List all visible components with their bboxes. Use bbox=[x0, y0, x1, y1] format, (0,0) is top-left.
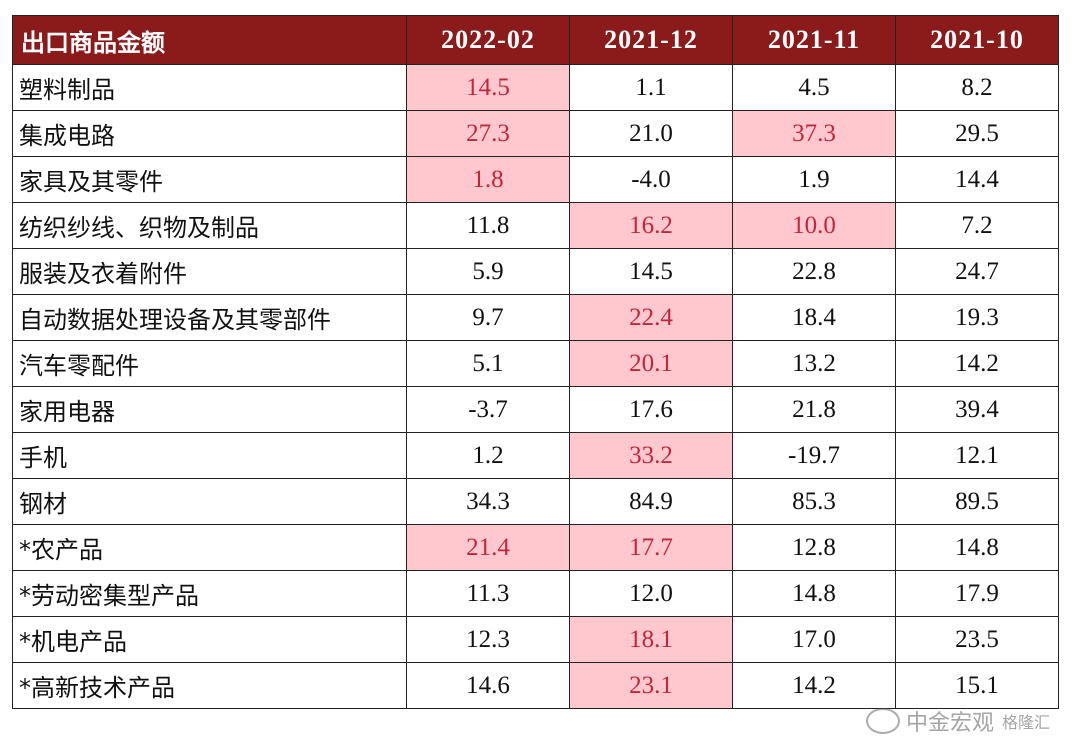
table-row: 集成电路 27.3 21.0 37.3 29.5 bbox=[12, 110, 1059, 157]
row-label: 手机 bbox=[12, 432, 407, 479]
watermark: 中金宏观 格隆汇 bbox=[865, 705, 1050, 737]
row-label: 自动数据处理设备及其零部件 bbox=[12, 294, 407, 341]
value-cell: 12.8 bbox=[732, 524, 896, 571]
value-cell: 12.0 bbox=[569, 570, 733, 617]
value-cell: 11.3 bbox=[406, 570, 570, 617]
value-cell: 24.7 bbox=[895, 248, 1059, 295]
column-header: 2021-10 bbox=[895, 15, 1059, 65]
table-row: *农产品 21.4 17.7 12.8 14.8 bbox=[12, 524, 1059, 571]
table-row: 钢材 34.3 84.9 85.3 89.5 bbox=[12, 478, 1059, 525]
table-row: 服装及衣着附件 5.9 14.5 22.8 24.7 bbox=[12, 248, 1059, 295]
value-cell: -19.7 bbox=[732, 432, 896, 479]
highlighted-value-cell: 33.2 bbox=[569, 432, 733, 479]
value-cell: 15.1 bbox=[895, 662, 1059, 709]
value-cell: 14.2 bbox=[732, 662, 896, 709]
wechat-icon bbox=[865, 708, 900, 734]
row-label: 集成电路 bbox=[12, 110, 407, 157]
value-cell: 1.9 bbox=[732, 156, 896, 203]
table-row: *劳动密集型产品 11.3 12.0 14.8 17.9 bbox=[12, 570, 1059, 617]
value-cell: 11.8 bbox=[406, 202, 570, 249]
value-cell: 84.9 bbox=[569, 478, 733, 525]
value-cell: 7.2 bbox=[895, 202, 1059, 249]
highlighted-value-cell: 1.8 bbox=[406, 156, 570, 203]
row-label: 汽车零配件 bbox=[12, 340, 407, 387]
table-row: 家具及其零件 1.8 -4.0 1.9 14.4 bbox=[12, 156, 1059, 203]
highlighted-value-cell: 14.5 bbox=[406, 64, 570, 111]
column-header: 2021-12 bbox=[569, 15, 733, 65]
table-header-row: 出口商品金额 2022-02 2021-12 2021-11 2021-10 bbox=[12, 15, 1059, 65]
table-row: 自动数据处理设备及其零部件 9.7 22.4 18.4 19.3 bbox=[12, 294, 1059, 341]
value-cell: 21.0 bbox=[569, 110, 733, 157]
highlighted-value-cell: 20.1 bbox=[569, 340, 733, 387]
table-row: *机电产品 12.3 18.1 17.0 23.5 bbox=[12, 616, 1059, 663]
value-cell: 89.5 bbox=[895, 478, 1059, 525]
column-header: 2021-11 bbox=[732, 15, 896, 65]
value-cell: 4.5 bbox=[732, 64, 896, 111]
value-cell: 23.5 bbox=[895, 616, 1059, 663]
highlighted-value-cell: 27.3 bbox=[406, 110, 570, 157]
value-cell: 5.9 bbox=[406, 248, 570, 295]
row-label: *劳动密集型产品 bbox=[12, 570, 407, 617]
value-cell: 14.2 bbox=[895, 340, 1059, 387]
highlighted-value-cell: 18.1 bbox=[569, 616, 733, 663]
value-cell: 9.7 bbox=[406, 294, 570, 341]
value-cell: 12.1 bbox=[895, 432, 1059, 479]
row-label: *高新技术产品 bbox=[12, 662, 407, 709]
row-label: 家具及其零件 bbox=[12, 156, 407, 203]
highlighted-value-cell: 22.4 bbox=[569, 294, 733, 341]
row-label: *机电产品 bbox=[12, 616, 407, 663]
value-cell: 17.0 bbox=[732, 616, 896, 663]
value-cell: 85.3 bbox=[732, 478, 896, 525]
value-cell: 13.2 bbox=[732, 340, 896, 387]
highlighted-value-cell: 16.2 bbox=[569, 202, 733, 249]
value-cell: 29.5 bbox=[895, 110, 1059, 157]
header-label: 出口商品金额 bbox=[12, 15, 407, 65]
highlighted-value-cell: 17.7 bbox=[569, 524, 733, 571]
column-header: 2022-02 bbox=[406, 15, 570, 65]
watermark-sub: 格隆汇 bbox=[1001, 713, 1050, 732]
value-cell: 34.3 bbox=[406, 478, 570, 525]
table-body: 塑料制品 14.5 1.1 4.5 8.2 集成电路 27.3 21.0 37.3 29.5 家具及… bbox=[12, 64, 1059, 709]
value-cell: 12.3 bbox=[406, 616, 570, 663]
value-cell: -4.0 bbox=[569, 156, 733, 203]
highlighted-value-cell: 21.4 bbox=[406, 524, 570, 571]
export-commodity-table: 出口商品金额 2022-02 2021-12 2021-11 2021-10 塑… bbox=[12, 15, 1059, 709]
row-label: *农产品 bbox=[12, 524, 407, 571]
watermark-main: 中金宏观 bbox=[905, 711, 994, 736]
value-cell: 14.5 bbox=[569, 248, 733, 295]
highlighted-value-cell: 23.1 bbox=[569, 662, 733, 709]
value-cell: 14.6 bbox=[406, 662, 570, 709]
table-row: 家用电器 -3.7 17.6 21.8 39.4 bbox=[12, 386, 1059, 433]
value-cell: 5.1 bbox=[406, 340, 570, 387]
value-cell: 19.3 bbox=[895, 294, 1059, 341]
value-cell: 17.6 bbox=[569, 386, 733, 433]
value-cell: 1.1 bbox=[569, 64, 733, 111]
highlighted-value-cell: 10.0 bbox=[732, 202, 896, 249]
row-label: 塑料制品 bbox=[12, 64, 407, 111]
table-row: 塑料制品 14.5 1.1 4.5 8.2 bbox=[12, 64, 1059, 111]
highlighted-value-cell: 37.3 bbox=[732, 110, 896, 157]
value-cell: 21.8 bbox=[732, 386, 896, 433]
table-row: *高新技术产品 14.6 23.1 14.2 15.1 bbox=[12, 662, 1059, 709]
value-cell: 14.8 bbox=[895, 524, 1059, 571]
row-label: 家用电器 bbox=[12, 386, 407, 433]
value-cell: -3.7 bbox=[406, 386, 570, 433]
value-cell: 14.4 bbox=[895, 156, 1059, 203]
table-row: 汽车零配件 5.1 20.1 13.2 14.2 bbox=[12, 340, 1059, 387]
table-row: 纺织纱线、织物及制品 11.8 16.2 10.0 7.2 bbox=[12, 202, 1059, 249]
value-cell: 22.8 bbox=[732, 248, 896, 295]
value-cell: 1.2 bbox=[406, 432, 570, 479]
row-label: 纺织纱线、织物及制品 bbox=[12, 202, 407, 249]
value-cell: 17.9 bbox=[895, 570, 1059, 617]
value-cell: 14.8 bbox=[732, 570, 896, 617]
row-label: 钢材 bbox=[12, 478, 407, 525]
value-cell: 8.2 bbox=[895, 64, 1059, 111]
value-cell: 39.4 bbox=[895, 386, 1059, 433]
value-cell: 18.4 bbox=[732, 294, 896, 341]
table-row: 手机 1.2 33.2 -19.7 12.1 bbox=[12, 432, 1059, 479]
row-label: 服装及衣着附件 bbox=[12, 248, 407, 295]
